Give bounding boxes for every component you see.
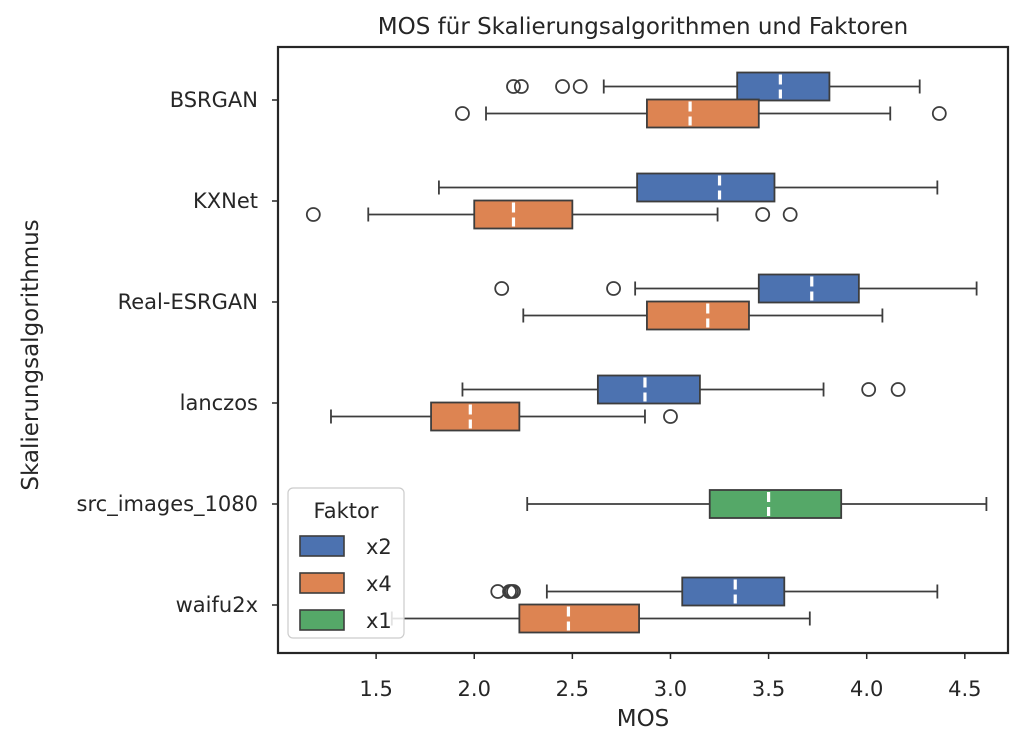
- x-tick-label: 3.0: [654, 677, 687, 701]
- x-axis-ticks: 1.5 2.0 2.5 3.0 3.5 4.0 4.5: [359, 653, 982, 701]
- x-tick-label: 3.5: [752, 677, 785, 701]
- box-x4-Real-ESRGAN: [522, 300, 884, 331]
- legend-label-x4: x4: [366, 572, 392, 596]
- x-tick-label: 2.5: [556, 677, 589, 701]
- iqr-box: [473, 199, 574, 230]
- box-x2-waifu2x: [490, 576, 939, 607]
- box-x4-KXNet: [305, 199, 798, 230]
- outlier-point: [755, 207, 771, 222]
- iqr-box: [596, 374, 701, 405]
- iqr-box: [646, 98, 760, 129]
- outlier-point: [506, 584, 521, 599]
- box-x4-lanczos: [330, 401, 678, 432]
- outlier-point: [305, 207, 321, 222]
- legend: Faktor x2 x4 x1: [287, 487, 405, 639]
- x-tick-label: 2.0: [458, 677, 491, 701]
- outlier-point: [494, 281, 510, 296]
- x-tick-label: 4.0: [850, 677, 883, 701]
- iqr-box: [636, 172, 776, 203]
- outlier-point: [663, 409, 678, 424]
- box-x4-BSRGAN: [455, 98, 947, 129]
- plot-frame: [276, 45, 1010, 655]
- box-x4-waifu2x: [390, 603, 811, 634]
- y-tick-label: lanczos: [180, 391, 258, 415]
- outlier-point: [455, 106, 470, 121]
- box-x2-Real-ESRGAN: [494, 273, 978, 304]
- y-tick-label: Real-ESRGAN: [118, 290, 258, 314]
- legend-swatch-x2: [299, 535, 345, 557]
- y-tick-label: src_images_1080: [77, 492, 258, 517]
- legend-label-x2: x2: [366, 535, 392, 559]
- boxes-layer: [305, 71, 988, 634]
- iqr-box: [646, 300, 750, 331]
- box-x2-lanczos: [461, 374, 906, 405]
- y-tick-label: BSRGAN: [170, 88, 258, 112]
- outlier-point: [606, 281, 621, 296]
- y-tick-label: waifu2x: [176, 593, 258, 617]
- y-axis-ticks: BSRGAN KXNet Real-ESRGAN lanczos src_images_…: [77, 88, 278, 617]
- chart-title: MOS für Skalierungsalgorithmen und Fakto…: [378, 14, 908, 40]
- legend-label-x1: x1: [366, 609, 392, 633]
- outlier-point: [506, 79, 521, 94]
- box-x2-KXNet: [438, 172, 939, 203]
- outlier-point: [890, 382, 906, 397]
- y-axis-label: Skalierungsalgorithmus: [18, 219, 44, 490]
- outlier-point: [782, 207, 798, 222]
- box-x2-BSRGAN: [506, 71, 921, 102]
- legend-swatch-x1: [299, 609, 345, 631]
- x-tick-label: 1.5: [359, 677, 392, 701]
- y-tick-label: KXNet: [193, 189, 258, 213]
- iqr-box: [681, 576, 786, 607]
- legend-title: Faktor: [314, 499, 379, 523]
- box-x1-src_images_1080: [526, 489, 988, 519]
- iqr-box: [430, 401, 521, 432]
- outlier-point: [555, 79, 570, 94]
- legend-swatch-x4: [299, 572, 345, 594]
- outlier-point: [513, 79, 529, 94]
- iqr-box: [736, 71, 831, 102]
- legend-frame: [287, 487, 405, 639]
- outlier-point: [861, 382, 877, 397]
- iqr-box: [518, 603, 640, 634]
- outlier-point: [931, 106, 947, 121]
- x-tick-label: 4.5: [948, 677, 981, 701]
- x-axis-label: MOS: [617, 706, 670, 732]
- iqr-box: [708, 489, 843, 519]
- outlier-point: [572, 79, 588, 94]
- iqr-box: [757, 273, 860, 304]
